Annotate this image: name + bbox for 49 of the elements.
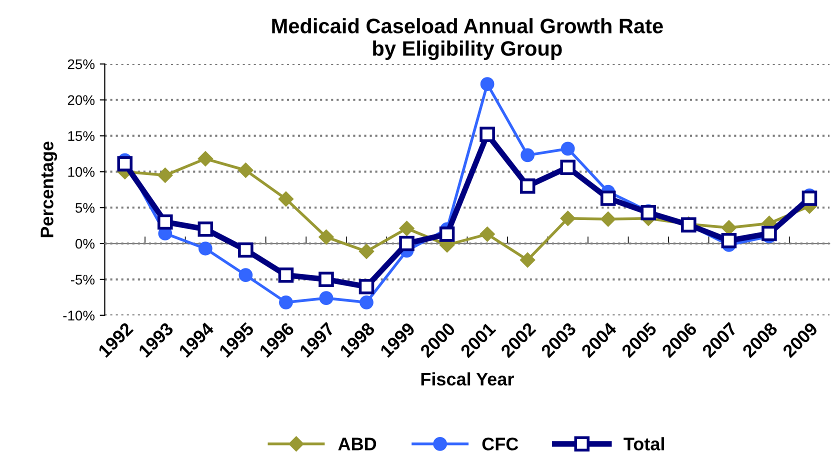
point (560, 160, 576, 176)
point (278, 191, 294, 207)
y-tick-label: 10% (68, 167, 95, 177)
point (520, 148, 535, 162)
legend-label: CFC (482, 438, 518, 450)
point (238, 268, 253, 282)
y-tick-label: 20% (68, 95, 95, 106)
point (480, 226, 495, 242)
point (278, 267, 294, 283)
point (318, 272, 334, 288)
point (279, 295, 293, 310)
point (319, 291, 334, 306)
point (238, 162, 254, 178)
y-tick-label: 15% (68, 131, 95, 141)
y-tick-label: 0% (75, 238, 95, 249)
point (158, 168, 173, 183)
y-tick-label: -10% (63, 310, 95, 320)
point (560, 210, 576, 226)
y-axis-title: Percentage (40, 142, 58, 238)
point (198, 242, 212, 256)
point (198, 222, 214, 237)
point (520, 178, 536, 194)
point (480, 126, 495, 142)
legend-label: Total (624, 437, 664, 450)
point (439, 226, 455, 242)
point (399, 220, 414, 236)
point (360, 295, 374, 310)
y-tick-label: -5% (70, 274, 95, 285)
point (318, 229, 334, 245)
point (358, 244, 374, 259)
point (238, 242, 254, 258)
point (399, 236, 414, 252)
point (117, 156, 133, 172)
legend-label: ABD (338, 438, 376, 450)
point (198, 151, 213, 166)
x-axis-title: Fiscal Year (421, 372, 514, 386)
point (560, 142, 575, 156)
point (762, 226, 777, 242)
chart-title: Medicaid Caseload Annual Growth Rate by Eligibility Group (272, 18, 663, 60)
point (721, 233, 737, 248)
point (600, 212, 616, 227)
point (158, 214, 173, 230)
y-tick-label: 5% (76, 203, 95, 213)
point (520, 252, 536, 268)
point (358, 278, 374, 294)
point (600, 190, 616, 206)
point (802, 190, 818, 206)
y-tick-label: 25% (68, 59, 95, 70)
point (480, 77, 494, 92)
